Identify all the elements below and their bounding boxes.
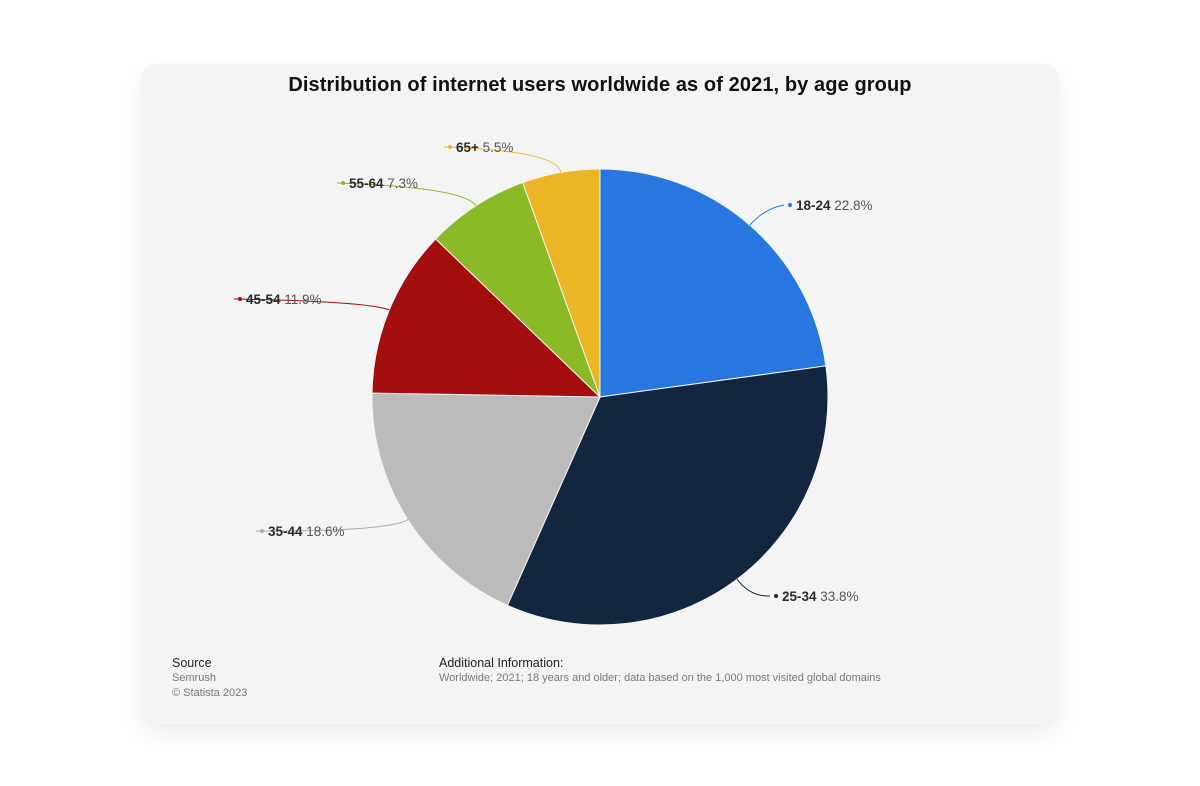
additional-info-heading: Additional Information: — [439, 656, 564, 670]
pie-chart: 18-24 22.8% 25-34 33.8% 35-44 18.6% 45-54 1… — [233, 140, 873, 626]
pie-slice-65plus[interactable] — [522, 168, 601, 398]
pie-slice-25-34[interactable] — [506, 365, 829, 626]
data-label-25-34: 25-34 33.8% — [782, 589, 859, 604]
data-label-65plus: 65+ 5.5% — [456, 140, 513, 155]
chart-card: Distribution of internet users worldwide… — [142, 64, 1058, 724]
label-dot-55-64 — [341, 181, 345, 185]
pie-slice-18-24[interactable] — [599, 168, 827, 398]
label-dot-18-24 — [788, 203, 792, 207]
chart-title: Distribution of internet users worldwide… — [288, 74, 912, 96]
data-label-18-24: 18-24 22.8% — [796, 198, 873, 213]
connector-65plus — [443, 146, 562, 173]
connector-35-44 — [255, 519, 409, 532]
additional-info-text: Worldwide; 2021; 18 years and older; dat… — [439, 672, 881, 684]
additional-info-block: Additional Information: Worldwide; 2021;… — [439, 656, 881, 686]
data-label-55-64: 55-64 7.3% — [349, 176, 418, 191]
copyright: © Statista 2023 — [172, 687, 248, 699]
label-dot-65plus — [448, 145, 452, 149]
source-block: Source Semrush © Statista 2023 — [172, 656, 247, 701]
data-label-45-54: 45-54 11.9% — [246, 292, 322, 307]
label-dot-35-44 — [260, 529, 264, 533]
connector-45-54 — [233, 298, 390, 311]
data-label-35-44: 35-44 18.6% — [268, 524, 345, 539]
source-name: Semrush — [172, 672, 217, 684]
label-dot-25-34 — [774, 594, 778, 598]
connector-55-64 — [336, 182, 477, 207]
label-dot-45-54 — [238, 297, 242, 301]
connector-25-34 — [736, 578, 771, 597]
pie-slice-55-64[interactable] — [434, 181, 601, 398]
source-heading: Source — [172, 656, 212, 670]
connector-18-24 — [749, 204, 785, 226]
